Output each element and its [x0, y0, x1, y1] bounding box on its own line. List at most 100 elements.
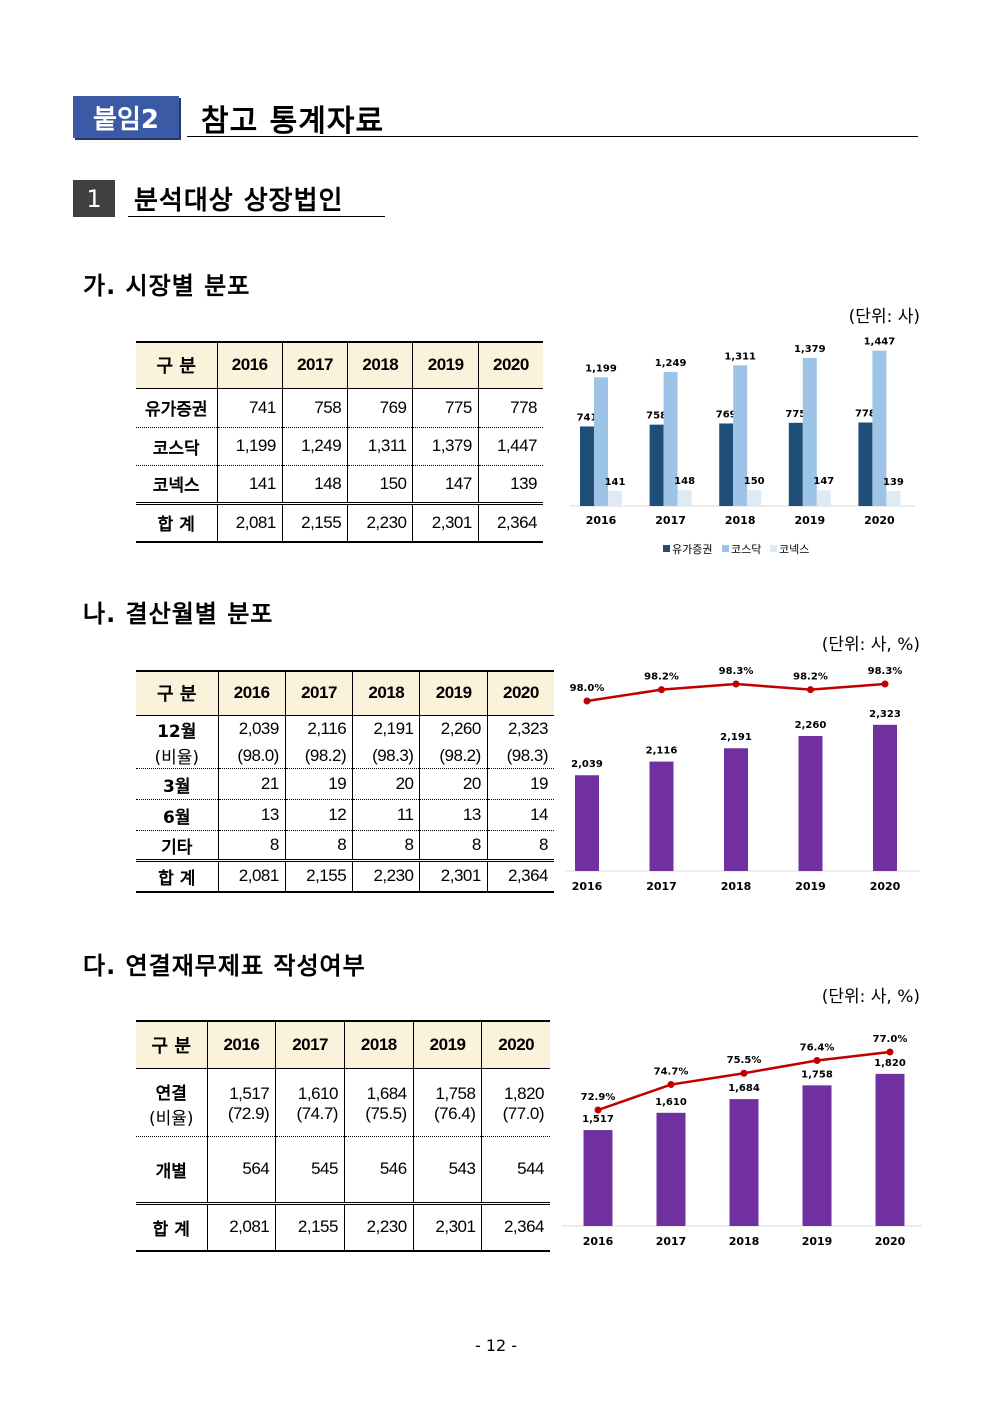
header-cell: 2018 — [343, 1021, 414, 1068]
cell: 147 — [412, 464, 479, 503]
attachment-tag: 붙임2 — [73, 96, 179, 138]
cell: 1,758 — [412, 1067, 482, 1104]
line-data-label: 98.2% — [644, 672, 679, 683]
cell: 19 — [284, 768, 353, 800]
bar-data-label: 1,517 — [582, 1114, 614, 1125]
x-tick-label: 2017 — [646, 880, 677, 893]
line-data-label: 77.0% — [873, 1034, 908, 1045]
cell: (98.3) — [486, 743, 554, 769]
bar-코스닥 — [733, 365, 748, 506]
row-label: 3월 — [136, 768, 218, 800]
cell: 1,820 — [481, 1067, 550, 1104]
header-cell: 2018 — [352, 671, 420, 715]
bar — [873, 724, 897, 871]
line-point — [594, 1106, 602, 1114]
cell: 1,311 — [347, 426, 413, 465]
header-cell: 2017 — [275, 1021, 345, 1068]
legend-swatch — [722, 545, 729, 552]
bar-data-label: 2,191 — [720, 732, 752, 743]
cell: 1,610 — [275, 1067, 345, 1104]
section-underline — [128, 216, 385, 217]
cell: 150 — [347, 464, 413, 503]
legend-swatch — [770, 545, 777, 552]
data-label: 741 — [577, 412, 598, 423]
bar — [724, 748, 748, 871]
table-row: 3월 21 19 20 20 19 — [136, 768, 554, 800]
table-row: 연결 1,517 1,610 1,684 1,758 1,820 — [136, 1067, 550, 1104]
table-total-row: 합 계 2,081 2,155 2,230 2,301 2,364 — [136, 1201, 550, 1251]
x-tick-label: 2017 — [655, 514, 686, 527]
data-label: 141 — [605, 477, 626, 488]
table-row: (비율) (72.9) (74.7) (75.5) (76.4) (77.0) — [136, 1104, 550, 1136]
header-cell: 2017 — [281, 342, 348, 388]
cell: 543 — [412, 1135, 482, 1203]
legend-label: 코스닥 — [731, 543, 761, 556]
subsection-b-title: 나. 결산월별 분포 — [83, 600, 274, 628]
cell: 769 — [347, 387, 413, 427]
cell: 21 — [217, 768, 286, 800]
cell: 741 — [216, 387, 283, 427]
market-distribution-table: 구 분 2016 2017 2018 2019 2020 유가증권 741 75… — [136, 341, 543, 543]
bar-코넥스 — [886, 491, 901, 506]
cell: 775 — [412, 387, 479, 427]
data-label: 150 — [744, 476, 765, 487]
x-tick-label: 2018 — [725, 514, 756, 527]
x-tick-label: 2019 — [795, 880, 826, 893]
line-point — [813, 1056, 821, 1064]
x-tick-label: 2020 — [870, 880, 901, 893]
cell: 1,249 — [281, 426, 348, 465]
cell: 2,230 — [343, 1201, 414, 1251]
subsection-a-title: 가. 시장별 분포 — [83, 272, 251, 300]
cell: 141 — [216, 464, 283, 503]
cell: 139 — [477, 464, 543, 503]
row-label: 합 계 — [136, 859, 218, 892]
cell: 20 — [352, 768, 420, 800]
table-row: 기타 8 8 8 8 8 — [136, 830, 554, 861]
cell: 8 — [419, 830, 488, 861]
cell: 545 — [275, 1135, 345, 1203]
bar-유가증권 — [719, 423, 734, 506]
table-row: 코넥스 141 148 150 147 139 — [136, 464, 543, 503]
fiscal-month-chart: 2,039 2016 2,116 2017 2,191 2018 2,260 2019 2,32… — [565, 666, 920, 893]
cell: 564 — [206, 1135, 276, 1203]
x-tick-label: 2017 — [656, 1235, 687, 1248]
x-tick-label: 2016 — [586, 514, 617, 527]
table-row: 12월 2,039 2,116 2,191 2,260 2,323 — [136, 714, 554, 743]
bar-코넥스 — [677, 490, 692, 506]
bar-코넥스 — [608, 490, 622, 506]
bar-data-label: 1,684 — [728, 1083, 760, 1094]
legend-label: 유가증권 — [672, 543, 712, 556]
consolidated-fs-table: 구 분 2016 2017 2018 2019 2020 연결 1,517 1,… — [136, 1020, 550, 1252]
subsection-b-unit: (단위: 사, %) — [821, 635, 920, 655]
cell: 2,230 — [347, 501, 413, 542]
line-point — [732, 680, 740, 688]
document-title: 참고 통계자료 — [201, 104, 385, 139]
subsection-c-unit: (단위: 사, %) — [821, 987, 920, 1007]
line-point — [807, 686, 814, 694]
cell: 2,155 — [281, 501, 348, 542]
header-cell: 2020 — [481, 1021, 550, 1068]
cell: 1,199 — [216, 426, 283, 465]
bar-data-label: 2,260 — [795, 720, 827, 731]
table-header-row: 구 분 2016 2017 2018 2019 2020 — [136, 342, 543, 388]
cell: 8 — [217, 830, 286, 861]
data-label: 147 — [813, 476, 834, 487]
row-label: 개별 — [136, 1135, 207, 1203]
table-row: (비율) (98.0) (98.2) (98.3) (98.2) (98.3) — [136, 743, 554, 769]
bar-코스닥 — [872, 350, 887, 506]
cell: 2,116 — [284, 714, 353, 743]
row-label: (비율) — [148, 1109, 194, 1129]
subsection-a-unit: (단위: 사) — [848, 307, 920, 327]
cell: 2,081 — [206, 1201, 276, 1251]
header-cell: 2016 — [206, 1021, 276, 1068]
data-label: 758 — [646, 411, 667, 422]
row-label: 합 계 — [136, 1201, 207, 1251]
consolidated-fs-chart: 1,517 2016 1,610 2017 1,684 2018 1,758 2019 1,82… — [562, 1034, 922, 1248]
table-header-row: 구 분 2016 2017 2018 2019 2020 — [136, 1021, 550, 1068]
line-data-label: 72.9% — [581, 1092, 616, 1103]
bar — [656, 1112, 686, 1226]
cell: 1,517 — [206, 1067, 276, 1104]
cell: 14 — [486, 799, 554, 831]
table-row: 코스닥 1,199 1,249 1,311 1,379 1,447 — [136, 426, 543, 465]
cell: (72.9) — [206, 1104, 276, 1136]
